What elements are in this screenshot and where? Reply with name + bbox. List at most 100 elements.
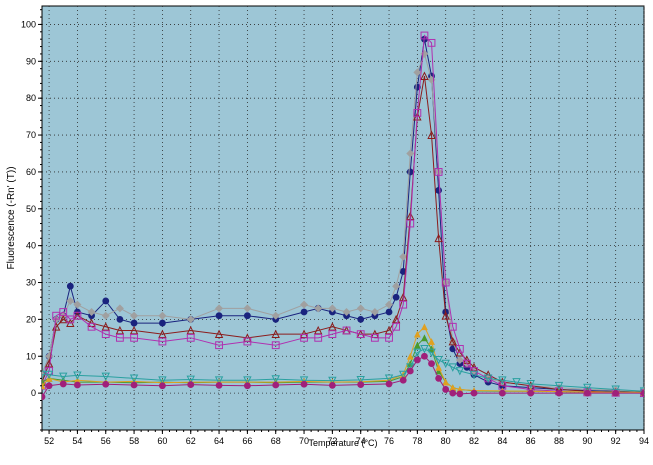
data-point bbox=[271, 329, 280, 339]
y-axis-label: Fluorescence (-Rn' (T)) bbox=[6, 166, 17, 269]
data-point bbox=[73, 300, 82, 309]
x-tick-label: 74 bbox=[356, 436, 366, 446]
data-point bbox=[66, 282, 74, 290]
data-point bbox=[356, 375, 365, 385]
data-point bbox=[406, 352, 414, 360]
data-point bbox=[328, 322, 337, 331]
x-axis-label: Temperature (°C) bbox=[308, 438, 377, 448]
data-point bbox=[554, 381, 564, 391]
data-point bbox=[158, 329, 167, 339]
data-point bbox=[130, 333, 138, 342]
data-point bbox=[130, 381, 138, 389]
data-point bbox=[435, 363, 443, 371]
data-point bbox=[406, 168, 414, 176]
y-tick-label: 10 bbox=[26, 351, 36, 361]
data-point bbox=[215, 304, 224, 313]
data-point bbox=[357, 315, 365, 323]
data-point bbox=[370, 333, 379, 342]
x-tick-label: 78 bbox=[412, 436, 422, 446]
data-point bbox=[420, 31, 429, 40]
data-point bbox=[612, 389, 620, 397]
data-point bbox=[463, 359, 471, 368]
data-point bbox=[449, 389, 457, 397]
data-point bbox=[483, 374, 493, 383]
data-point bbox=[314, 304, 323, 313]
data-point bbox=[470, 389, 478, 397]
y-tick-label: 50 bbox=[26, 204, 36, 214]
data-point bbox=[498, 376, 507, 385]
data-point bbox=[328, 376, 337, 386]
data-point bbox=[59, 372, 68, 382]
data-point bbox=[413, 356, 421, 364]
data-point bbox=[427, 130, 436, 139]
data-point bbox=[59, 308, 68, 316]
grid-lines bbox=[42, 6, 645, 430]
data-point bbox=[413, 341, 421, 349]
data-point bbox=[406, 149, 415, 158]
data-point bbox=[300, 333, 308, 342]
data-point bbox=[434, 233, 443, 243]
data-point bbox=[498, 389, 506, 397]
data-point bbox=[271, 375, 280, 384]
data-point bbox=[158, 376, 167, 385]
data-point bbox=[87, 308, 96, 317]
data-point bbox=[243, 337, 252, 346]
data-point bbox=[583, 389, 591, 397]
data-point bbox=[455, 367, 465, 376]
data-point bbox=[158, 311, 167, 320]
y-tick-label: 80 bbox=[26, 93, 36, 103]
data-point bbox=[342, 308, 351, 317]
data-point bbox=[59, 314, 68, 324]
data-point bbox=[42, 393, 46, 401]
data-point bbox=[159, 319, 166, 327]
data-point bbox=[73, 311, 82, 320]
data-point bbox=[413, 330, 421, 338]
data-point bbox=[399, 300, 408, 309]
data-point bbox=[428, 338, 435, 345]
data-point bbox=[243, 382, 251, 390]
x-tick-label: 64 bbox=[214, 436, 224, 446]
data-point bbox=[435, 186, 443, 194]
x-tick-label: 68 bbox=[271, 436, 281, 446]
data-point bbox=[101, 311, 110, 320]
x-tick-label: 56 bbox=[101, 436, 111, 446]
x-tick-label: 62 bbox=[186, 436, 196, 446]
data-point bbox=[300, 300, 309, 309]
data-point bbox=[215, 381, 223, 389]
data-point bbox=[66, 296, 75, 305]
data-point bbox=[186, 315, 195, 324]
data-point bbox=[392, 282, 401, 291]
data-point bbox=[420, 344, 429, 354]
data-point bbox=[186, 333, 195, 342]
data-point bbox=[406, 219, 415, 228]
data-point bbox=[442, 378, 450, 386]
data-point bbox=[455, 344, 464, 353]
data-point bbox=[328, 304, 337, 313]
data-point bbox=[385, 300, 394, 309]
data-point bbox=[101, 330, 110, 339]
data-point bbox=[129, 325, 139, 335]
data-point bbox=[441, 278, 450, 287]
data-point bbox=[384, 325, 394, 335]
y-tick-label: 100 bbox=[21, 19, 36, 29]
data-point bbox=[370, 308, 379, 317]
data-point bbox=[448, 363, 457, 372]
series-line bbox=[42, 348, 644, 392]
series-8 bbox=[42, 352, 644, 401]
data-point bbox=[215, 341, 223, 350]
x-tick-label: 94 bbox=[639, 436, 649, 446]
data-point bbox=[512, 378, 521, 387]
x-tick-label: 82 bbox=[469, 436, 479, 446]
x-tick-label: 66 bbox=[242, 436, 252, 446]
data-point bbox=[555, 389, 563, 397]
data-point bbox=[300, 380, 308, 388]
data-point bbox=[272, 381, 280, 389]
y-tick-label: 0 bbox=[31, 388, 36, 398]
data-point bbox=[328, 381, 336, 389]
data-point bbox=[583, 383, 592, 393]
data-point bbox=[187, 381, 195, 389]
data-point bbox=[527, 389, 535, 397]
data-point bbox=[300, 308, 308, 316]
data-point bbox=[611, 385, 620, 394]
